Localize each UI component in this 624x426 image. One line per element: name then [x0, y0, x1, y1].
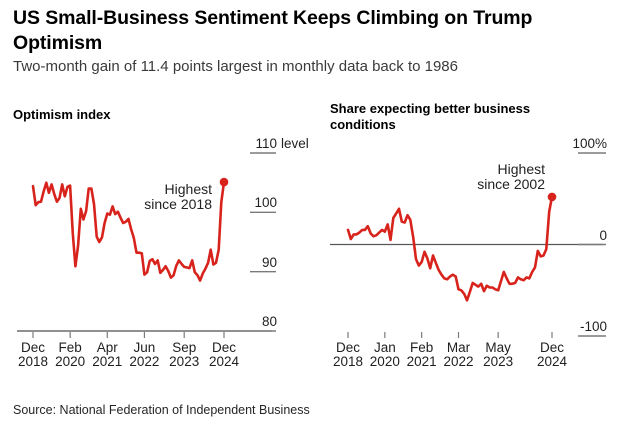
x-tick-label: Apr 2021	[85, 341, 129, 369]
x-tick-month: Mar	[446, 340, 471, 355]
x-tick-month: Dec	[539, 340, 564, 355]
x-tick-year: 2024	[536, 354, 568, 369]
x-tick-label: Feb 2020	[48, 341, 92, 369]
x-tick-year: 2022	[443, 354, 474, 369]
y-axis-unit-label: level	[281, 136, 309, 151]
x-tick-label: Jan 2020	[363, 341, 407, 369]
series-line	[31, 180, 226, 282]
x-tick-month: May	[485, 340, 511, 355]
x-tick-month: Feb	[58, 340, 82, 355]
x-tick-month: Apr	[96, 340, 118, 355]
y-tick-value: 80	[261, 314, 277, 329]
x-tick-label: Dec 2024	[530, 341, 574, 369]
x-tick-label: Feb 2021	[400, 341, 444, 369]
y-tick-label: 90	[177, 255, 277, 270]
x-tick-month: Dec	[211, 340, 236, 355]
series-line	[346, 195, 554, 302]
x-tick-label: Sep 2023	[162, 341, 206, 369]
y-tick-label: 80	[177, 314, 277, 329]
y-tick-value: -100	[579, 319, 607, 334]
latest-point-dot	[547, 192, 557, 202]
x-tick-label: Dec 2024	[202, 341, 246, 369]
x-tick-year: 2021	[406, 354, 437, 369]
annotation-highest-since-2018: Highest since 2018	[144, 181, 212, 212]
x-tick-year: 2022	[129, 354, 160, 369]
chart-1	[330, 152, 606, 338]
x-tick-year: 2020	[55, 354, 86, 369]
y-tick-label: 100	[177, 195, 277, 210]
x-tick-month: Sep	[172, 340, 197, 355]
y-tick-label: -100	[507, 319, 607, 334]
x-tick-year: 2020	[369, 354, 400, 369]
x-tick-label: May 2023	[476, 341, 520, 369]
x-tick-label: Dec 2018	[11, 341, 55, 369]
x-tick-label: Jun 2022	[122, 341, 166, 369]
x-tick-month: Jan	[373, 340, 396, 355]
x-tick-month: Dec	[335, 340, 360, 355]
source-line: Source: National Federation of Independe…	[13, 403, 310, 417]
x-tick-year: 2018	[17, 354, 49, 369]
y-tick-value: 90	[261, 254, 277, 270]
chart-0	[17, 152, 276, 338]
right-chart-title: Share expecting better business conditio…	[330, 101, 531, 132]
y-tick-value: 100	[254, 195, 277, 211]
x-tick-label: Dec 2018	[326, 341, 370, 369]
x-tick-year: 2021	[92, 354, 123, 369]
subtitle: Two-month gain of 11.4 points largest in…	[13, 58, 458, 75]
y-tick-value: 100%	[572, 136, 607, 151]
y-tick-label: 110 level	[177, 136, 308, 151]
headline: US Small-Business Sentiment Keeps Climbi…	[13, 7, 533, 54]
annotation-highest-since-2002: Highest since 2002	[477, 161, 545, 192]
x-tick-month: Feb	[410, 340, 434, 355]
y-tick-value: 0	[599, 227, 607, 243]
y-tick-label: 0	[507, 228, 607, 243]
x-tick-year: 2024	[208, 354, 240, 369]
x-tick-label: Mar 2022	[437, 341, 481, 369]
x-tick-year: 2018	[332, 354, 364, 369]
left-chart-title: Optimism index	[13, 107, 111, 122]
x-tick-year: 2023	[169, 354, 200, 369]
x-tick-year: 2023	[483, 354, 514, 369]
latest-point-dot	[219, 177, 229, 187]
x-tick-month: Jun	[133, 340, 156, 355]
y-tick-label: 100%	[507, 136, 607, 151]
x-tick-month: Dec	[20, 340, 45, 355]
y-tick-value: 110	[255, 136, 277, 151]
